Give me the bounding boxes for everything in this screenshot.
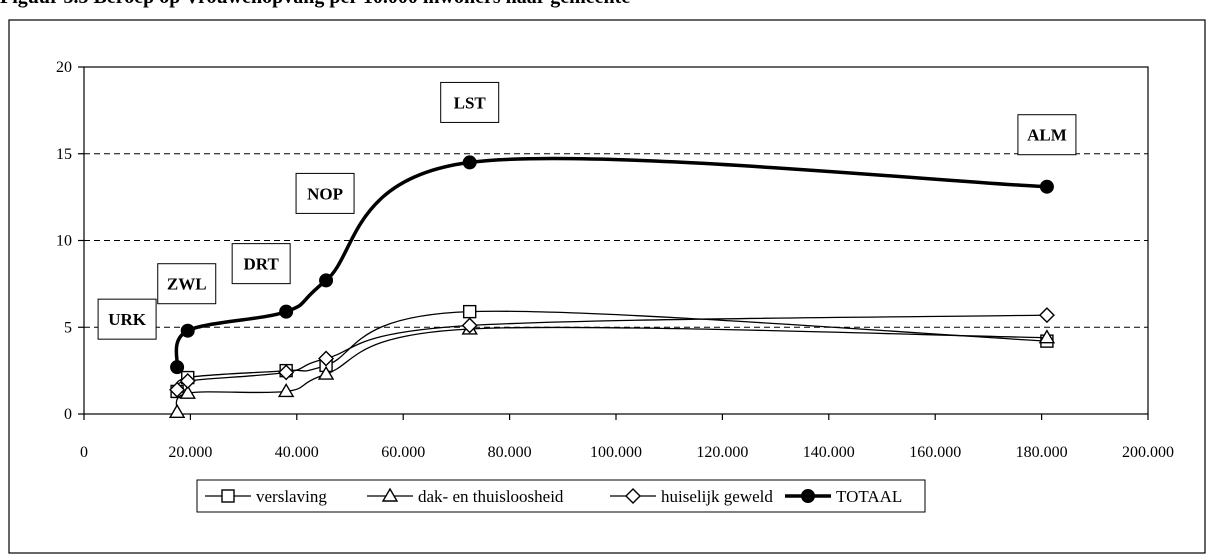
data-point [462, 155, 477, 170]
x-tick-label: 180.000 [1016, 444, 1068, 461]
x-tick-label: 0 [80, 444, 88, 461]
x-tick-label: 120.000 [696, 444, 748, 461]
data-point [179, 384, 196, 399]
point-label-box [97, 298, 157, 340]
y-tick-label: 15 [56, 146, 72, 163]
series-line [174, 156, 1047, 368]
legend-item: dak- en thuisloosheid [367, 487, 564, 506]
legend-label: huiselijk geweld [661, 487, 773, 506]
legend-marker [221, 489, 235, 503]
series-line [175, 326, 1047, 413]
x-tick-label: 40.000 [275, 444, 319, 461]
data-point [318, 350, 335, 367]
x-tick-label: 20.000 [168, 444, 212, 461]
axes: 0 5 10 15 20 0 20.000 40.000 60.000 80.000 100.000… [56, 59, 1174, 461]
data-point [461, 317, 478, 334]
point-label: ALM [1017, 114, 1077, 156]
y-tick-label: 5 [64, 319, 72, 336]
x-tick-label: 60.000 [381, 444, 425, 461]
x-tick-label: 80.000 [488, 444, 532, 461]
data-point [179, 373, 196, 390]
y-tick-label: 10 [56, 233, 72, 250]
point-label: ZWL [157, 263, 217, 305]
data-point [319, 273, 334, 288]
point-label: DRT [231, 243, 291, 285]
legend-label: dak- en thuisloosheid [418, 487, 564, 506]
legend-marker [381, 487, 399, 502]
point-label-text: NOP [307, 184, 343, 203]
x-tick-label: 100.000 [590, 444, 642, 461]
data-point [279, 304, 294, 319]
y-tick-label: 0 [64, 406, 72, 423]
legend-item: verslaving [205, 487, 327, 506]
data-point [180, 323, 195, 338]
legend-item: huiselijk geweld [610, 487, 773, 506]
data-point [170, 360, 185, 375]
data-point [317, 365, 335, 380]
data-point [168, 403, 186, 418]
legend: verslaving dak- en thuisloosheid huiselijk… [196, 479, 926, 513]
legend-marker [625, 488, 641, 504]
series-3 [170, 155, 1054, 375]
x-tick-label: 200.000 [1122, 444, 1174, 461]
data-point [1038, 329, 1056, 344]
point-label-text: DRT [244, 255, 280, 274]
point-label-box [1017, 114, 1077, 156]
series-2 [169, 307, 1055, 398]
point-label-text: URK [108, 310, 147, 329]
data-point [463, 304, 477, 319]
figure-heading: Figuur 3.3 Beroep op Vrouwenopvang per 1… [0, 0, 1212, 8]
y-tick-label: 20 [56, 59, 72, 76]
point-label-text: ZWL [167, 275, 207, 294]
legend-label: verslaving [256, 487, 327, 506]
legend-marker [801, 489, 815, 503]
data-point [278, 364, 295, 381]
series-line [175, 314, 1047, 391]
legend-label: TOTAAL [836, 487, 902, 506]
data-point [277, 383, 295, 398]
point-label-box [440, 81, 500, 123]
x-tick-label: 160.000 [909, 444, 961, 461]
x-tick-label: 140.000 [803, 444, 855, 461]
point-label-box [231, 243, 291, 285]
point-label-box [157, 263, 217, 305]
point-label-text: ALM [1027, 126, 1067, 145]
point-labels: URK ZWL DRT NOP LST ALM [97, 81, 1077, 340]
data-point [169, 381, 186, 398]
series-line [175, 310, 1047, 392]
legend-item: TOTAAL [785, 487, 902, 506]
series-layer [168, 155, 1056, 418]
point-label: LST [440, 81, 500, 123]
data-point [1038, 307, 1055, 324]
point-label: NOP [295, 172, 355, 214]
point-label: URK [97, 298, 157, 340]
point-label-box [295, 172, 355, 214]
point-label-text: LST [454, 93, 487, 112]
data-point [1039, 179, 1054, 194]
